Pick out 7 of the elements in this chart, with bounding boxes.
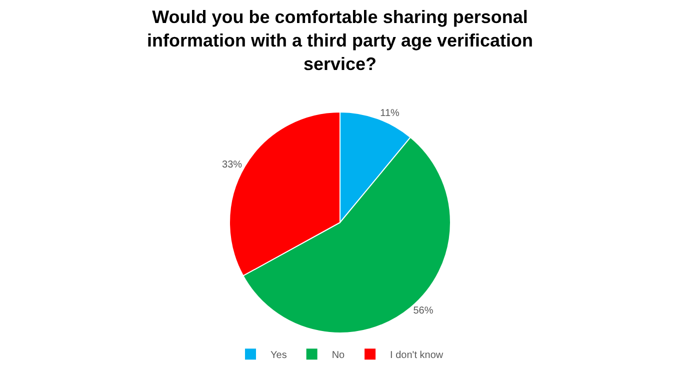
data-label: 11%	[380, 108, 400, 120]
legend-label: I don't know	[390, 350, 444, 362]
data-label: 33%	[222, 159, 242, 170]
legend-label: Yes	[270, 350, 287, 362]
chart-title: Would you be comfortable sharing personal information with a third party age verification service?	[146, 6, 534, 74]
legend-label: No	[332, 350, 346, 362]
data-label: 56%	[413, 305, 434, 316]
